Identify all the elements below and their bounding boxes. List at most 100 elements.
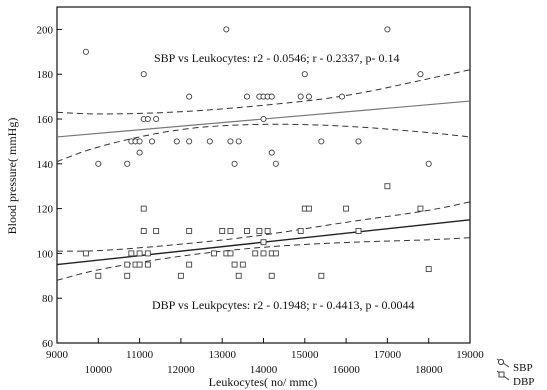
legend-item-dbp: DBP	[496, 370, 534, 388]
y-axis-label: Blood pressure( mmHg)	[5, 118, 19, 235]
sbp-point	[148, 138, 156, 145]
y-tick-label: 100	[37, 248, 54, 260]
dbp-point	[244, 228, 250, 234]
sbp-point	[227, 138, 234, 145]
sbp-point	[297, 93, 304, 100]
dbp-point	[417, 205, 424, 212]
dbp-point	[186, 228, 193, 234]
x-axis-label: Leukocytes( no/ mmc)	[209, 375, 318, 389]
dbp-point	[272, 250, 279, 257]
sbp-point	[144, 115, 151, 123]
sbp-point	[268, 149, 275, 156]
dbp-point	[219, 228, 226, 234]
sbp-point	[82, 48, 89, 55]
dbp-point	[260, 250, 267, 257]
dbp-point	[227, 228, 234, 234]
sbp-ci-lower	[56, 123, 471, 163]
dbp-point	[305, 205, 312, 212]
sbp-point	[268, 93, 275, 100]
dbp-ci-upper	[57, 201, 471, 252]
dbp-point	[384, 183, 391, 190]
dbp-point	[140, 205, 147, 212]
sbp-point	[186, 138, 193, 145]
dbp-point	[264, 228, 271, 234]
sbp-point	[206, 138, 213, 145]
sbp-point	[153, 115, 160, 123]
confidence-bands	[56, 69, 471, 281]
sbp-point	[235, 138, 242, 145]
x-tick-label: 16000	[332, 364, 360, 376]
x-tick-label: 12000	[167, 364, 195, 376]
dbp-point	[297, 228, 304, 234]
sbp-point	[223, 26, 230, 33]
y-tick-label: 140	[37, 159, 54, 171]
sbp-point	[338, 93, 346, 100]
x-tick-label: 19000	[456, 349, 484, 361]
sbp-point	[140, 71, 147, 78]
sbp-point	[136, 138, 143, 145]
dbp-point	[260, 239, 267, 246]
sbp-point	[355, 138, 362, 145]
dbp-annotation: DBP vs Leukpcytes: r2 - 0.1948; r - 0.44…	[152, 298, 415, 312]
y-tick-label: 200	[37, 24, 54, 36]
x-tick-label: 14000	[250, 364, 278, 376]
sbp-ci-upper	[56, 69, 471, 115]
sbp-point	[243, 93, 251, 100]
dbp-point	[231, 261, 238, 268]
dbp-point	[82, 250, 89, 257]
sbp-point	[272, 160, 279, 167]
sbp-point	[231, 160, 238, 167]
x-tick-label: 15000	[291, 349, 319, 361]
sbp-point	[136, 149, 143, 156]
dbp-point	[256, 228, 263, 234]
sbp-annotation: SBP vs Leukocytes: r2 - 0.0546; r - 0.23…	[154, 51, 400, 65]
sbp-point	[384, 26, 391, 33]
legend-square-marker	[498, 371, 505, 378]
y-tick-label: 60	[42, 338, 54, 350]
x-tick-label: 17000	[374, 349, 402, 361]
dbp-point	[140, 228, 147, 234]
legend-circle-marker	[497, 358, 505, 366]
dbp-point	[128, 250, 135, 257]
sbp-point	[124, 160, 131, 167]
dbp-point	[144, 250, 151, 257]
data-points	[82, 26, 432, 279]
dbp-point	[124, 261, 131, 268]
sbp-point	[173, 138, 180, 145]
sbp-point	[318, 138, 325, 145]
sbp-point	[95, 160, 102, 167]
x-tick-label: 18000	[415, 364, 443, 376]
y-tick-label: 80	[42, 293, 54, 305]
dbp-point	[355, 228, 362, 234]
x-tick-label: 11000	[126, 349, 154, 361]
dbp-point	[186, 261, 193, 268]
sbp-point	[301, 71, 308, 78]
sbp-point	[260, 115, 267, 123]
sbp-point	[417, 71, 424, 78]
y-tick-label: 160	[37, 114, 54, 126]
dbp-point	[318, 272, 325, 279]
dbp-point	[177, 272, 184, 279]
dbp-point	[239, 261, 246, 268]
dbp-point	[252, 250, 259, 257]
legend-label-sbp: SBP	[513, 362, 533, 374]
sbp-point	[186, 93, 193, 100]
dbp-point	[95, 272, 102, 279]
dbp-point	[153, 228, 160, 234]
legend: SBP DBP	[496, 358, 534, 388]
y-tick-label: 120	[37, 204, 54, 216]
x-tick-label: 10000	[85, 364, 113, 376]
sbp-point	[425, 160, 432, 167]
dbp-point	[136, 250, 143, 257]
dbp-point	[343, 205, 350, 212]
legend-item-sbp: SBP	[496, 358, 533, 374]
dbp-point	[227, 250, 234, 257]
dbp-point	[144, 261, 151, 268]
dbp-point	[268, 272, 275, 279]
dbp-point	[425, 266, 432, 273]
sbp-point	[305, 93, 312, 100]
x-tick-label: 9000	[46, 349, 69, 361]
dbp-point	[210, 250, 217, 257]
y-tick-label: 180	[37, 69, 54, 81]
